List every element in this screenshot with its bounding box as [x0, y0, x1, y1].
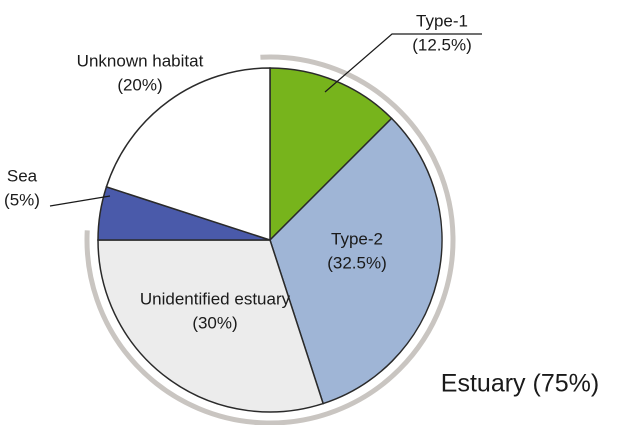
slice-value-label: (32.5%) [327, 253, 387, 272]
leader-line [324, 33, 482, 93]
pie-slice [97, 239, 325, 413]
slice-label: Type-1 [416, 11, 468, 30]
pie-slice [269, 117, 443, 405]
pie-slice [269, 67, 393, 242]
slice-value-label: (12.5%) [412, 35, 472, 54]
slice-label: Type-2 [331, 229, 383, 248]
slice-label: Unknown habitat [77, 51, 204, 70]
slice-value-label: (30%) [192, 313, 237, 332]
slice-value-label: (20%) [117, 75, 162, 94]
slice-value-label: (5%) [4, 190, 40, 209]
pie-slice [105, 67, 271, 242]
slice-label: Sea [7, 166, 38, 185]
group-bracket [84, 54, 456, 425]
leader-line [49, 195, 111, 207]
group-annotation: Estuary (75%) [441, 370, 599, 398]
slice-label: Unidentified estuary [140, 289, 291, 308]
